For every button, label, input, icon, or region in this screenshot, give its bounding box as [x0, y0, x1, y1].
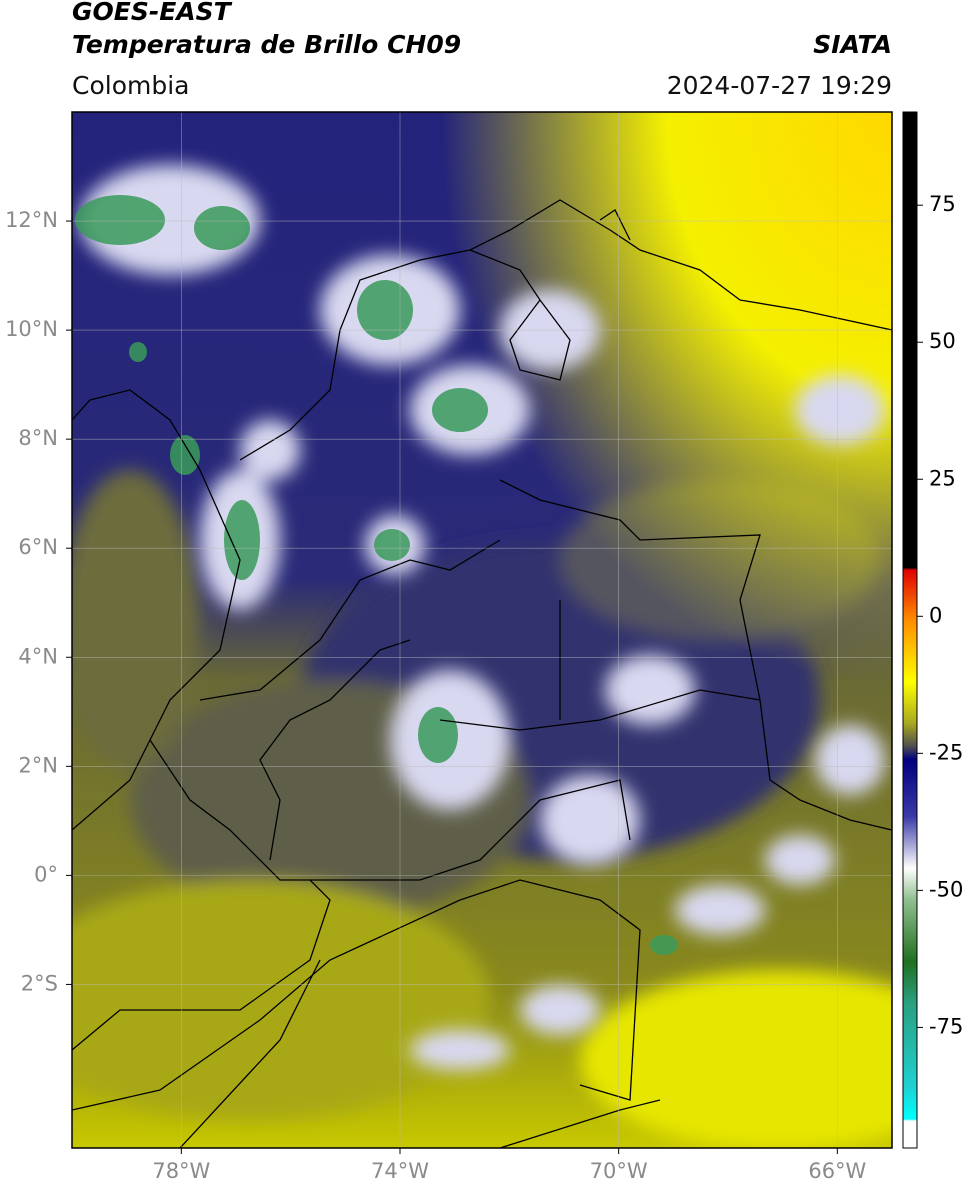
- region: Colombia: [72, 71, 189, 100]
- y-tick-label: 6°N: [18, 535, 58, 559]
- x-tick-label: 74°W: [371, 1159, 429, 1183]
- satellite-image: [72, 112, 892, 1148]
- map-frame: [71, 111, 893, 1149]
- y-tick-label: 2°S: [21, 971, 58, 995]
- y-tick-label: 4°N: [18, 644, 58, 668]
- x-tick-label: 70°W: [590, 1159, 648, 1183]
- colorbar-tick-label: 75: [929, 192, 956, 216]
- y-tick-label: 10°N: [5, 317, 58, 341]
- colorbar-tick-label: -25: [929, 740, 963, 764]
- colorbar-tick-label: 0: [929, 603, 942, 627]
- y-tick-label: 2°N: [18, 753, 58, 777]
- source: SIATA: [813, 30, 892, 59]
- x-tick-label: 78°W: [152, 1159, 210, 1183]
- colorbar-tick-label: 50: [929, 329, 956, 353]
- y-tick-label: 0°: [34, 862, 58, 886]
- y-tick-label: 12°N: [5, 208, 58, 232]
- colorbar-tick-label: 25: [929, 466, 956, 490]
- colorbar-tick-label: -75: [929, 1014, 963, 1038]
- colorbar: [902, 111, 918, 1149]
- x-tick-label: 66°W: [808, 1159, 866, 1183]
- colorbar-tick-label: -50: [929, 877, 963, 901]
- subtitle: Temperatura de Brillo CH09: [72, 30, 461, 59]
- datetime: 2024-07-27 19:29: [667, 71, 892, 100]
- y-tick-label: 8°N: [18, 426, 58, 450]
- title: GOES-EAST: [72, 0, 233, 26]
